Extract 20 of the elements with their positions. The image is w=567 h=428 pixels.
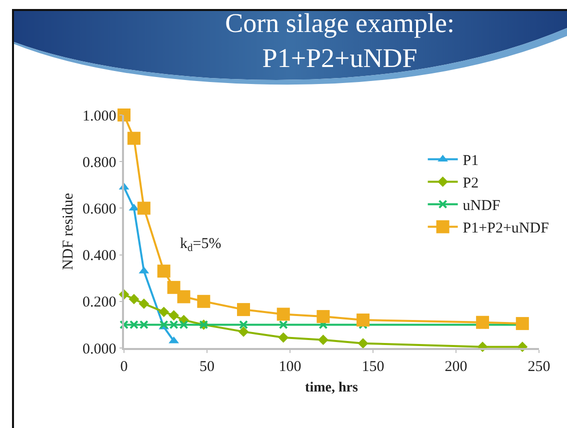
x-tick-label: 200 (444, 358, 468, 375)
x-tick-label: 0 (120, 358, 128, 375)
x-tick-label: 250 (528, 358, 550, 375)
legend-label: uNDF (462, 198, 500, 214)
chart-title: Corn silage example: P1+P2+uNDF (225, 8, 455, 74)
x-tick-label: 150 (362, 358, 384, 375)
legend-label: P1 (462, 153, 479, 170)
legend-label: P1+P2+uNDF (462, 220, 549, 237)
y-tick-label: 0.200 (82, 294, 116, 311)
x-axis-title: time, hrs (305, 380, 358, 396)
annotation: k$_{d}$=5% (180, 236, 222, 254)
y-tick-label: 1.000 (82, 108, 116, 124)
y-tick-label: 0.000 (82, 341, 116, 358)
y-tick-label: 0.600 (82, 201, 116, 218)
y-tick-label: 0.400 (82, 248, 116, 264)
y-axis-title: NDF residue (60, 192, 76, 270)
y-tick-label: 0.800 (82, 154, 116, 171)
x-tick-label: 100 (278, 358, 302, 375)
x-tick-label: 50 (200, 358, 214, 375)
legend-label: P2 (462, 176, 479, 192)
